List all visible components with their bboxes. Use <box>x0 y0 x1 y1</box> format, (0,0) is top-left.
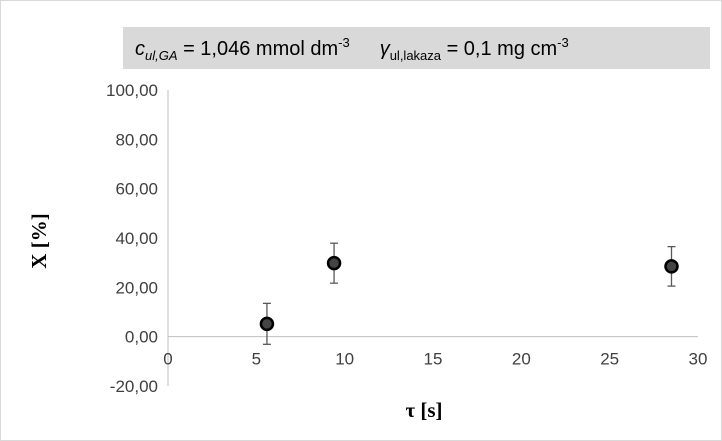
x-tick-label: 10 <box>335 350 354 369</box>
y-tick-label: -20,00 <box>110 377 158 396</box>
x-tick-labels: 0 5 10 15 20 25 30 <box>163 350 707 369</box>
y-axis-title: X [%] <box>27 213 51 268</box>
c-superscript: -3 <box>338 35 350 50</box>
x-axis-title: τ [s] <box>405 398 442 422</box>
x-tick-label: 20 <box>512 350 531 369</box>
data-points <box>259 255 679 332</box>
data-point <box>664 259 679 274</box>
c-symbol: c <box>135 38 145 60</box>
x-tick-label: 25 <box>600 350 619 369</box>
x-tick-label: 15 <box>424 350 443 369</box>
c-value: = 1,046 mmol dm <box>178 38 339 60</box>
c-subscript: ul,GA <box>145 48 178 63</box>
y-tick-label: 0,00 <box>125 328 158 347</box>
data-point <box>326 255 342 271</box>
data-point <box>259 316 275 332</box>
x-tick-label: 0 <box>163 350 172 369</box>
x-tick-label: 5 <box>252 350 261 369</box>
gamma-subscript: ul,lakaza <box>390 48 442 63</box>
x-tick-label: 30 <box>689 350 708 369</box>
annotation-text: cul,GA = 1,046 mmol dm-3 γul,lakaza = 0,1… <box>135 35 569 63</box>
y-tick-label: 40,00 <box>115 229 158 248</box>
y-tick-label: 80,00 <box>115 130 158 149</box>
y-tick-labels: -20,00 0,00 20,00 40,00 60,00 80,00 100,00 <box>106 81 158 396</box>
axes <box>167 90 698 386</box>
error-bars <box>262 242 676 345</box>
gamma-symbol: γ <box>380 38 391 60</box>
annotation-box <box>123 27 710 69</box>
gamma-value: = 0,1 mg cm <box>441 38 557 60</box>
gamma-superscript: -3 <box>557 35 569 50</box>
y-tick-label: 100,00 <box>106 81 158 100</box>
y-tick-label: 20,00 <box>115 278 158 297</box>
y-tick-label: 60,00 <box>115 180 158 199</box>
